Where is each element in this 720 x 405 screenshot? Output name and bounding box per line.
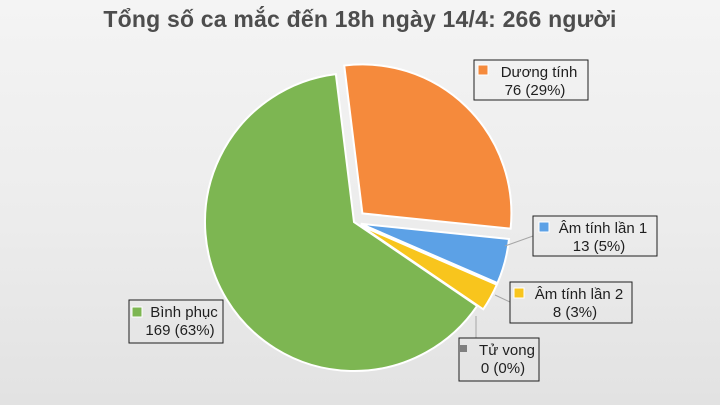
label-name-duong-tinh: Dương tính [501,64,578,81]
label-box-am-tinh-lan-1 [532,215,658,257]
pie-slice-duong-tinh [343,63,513,230]
label-value-binh-phuc: 169 (63%) [145,322,214,339]
label-value-am-tinh-lan-2: 8 (3%) [553,304,597,321]
pie-slice-binh-phuc [204,72,479,372]
pie-slice-am-tinh-lan-2 [359,224,499,311]
chart-title: Tổng số ca mắc đến 18h ngày 14/4: 266 ng… [103,6,617,32]
leader-line-am-tinh-lan-1 [504,235,534,247]
legend-key-tu-vong [460,345,467,352]
label-value-am-tinh-lan-1: 13 (5%) [573,238,626,255]
legend-key-duong-tinh [477,64,489,76]
label-name-tu-vong: Tử vong [479,342,535,359]
label-value-tu-vong: 0 (0%) [481,360,525,377]
data-label-am-tinh-lan-2: Âm tính lần 28 (3%) [509,281,633,324]
data-label-am-tinh-lan-1: Âm tính lần 113 (5%) [532,215,658,257]
legend-key-am-tinh-lan-2 [513,287,525,299]
label-box-binh-phuc [128,299,224,344]
legend-key-am-tinh-lan-1 [538,221,550,233]
label-name-am-tinh-lan-1: Âm tính lần 1 [559,220,647,237]
pie-slice-am-tinh-lan-1 [360,222,511,285]
leader-line-am-tinh-lan-2 [494,294,511,303]
label-value-duong-tinh: 76 (29%) [505,82,566,99]
label-box-duong-tinh [473,59,589,101]
label-box-am-tinh-lan-2 [509,281,633,324]
label-name-binh-phuc: Bình phục [150,304,218,321]
label-box-tu-vong [458,337,540,382]
legend-key-binh-phuc [131,306,143,318]
label-name-am-tinh-lan-2: Âm tính lần 2 [535,286,623,303]
